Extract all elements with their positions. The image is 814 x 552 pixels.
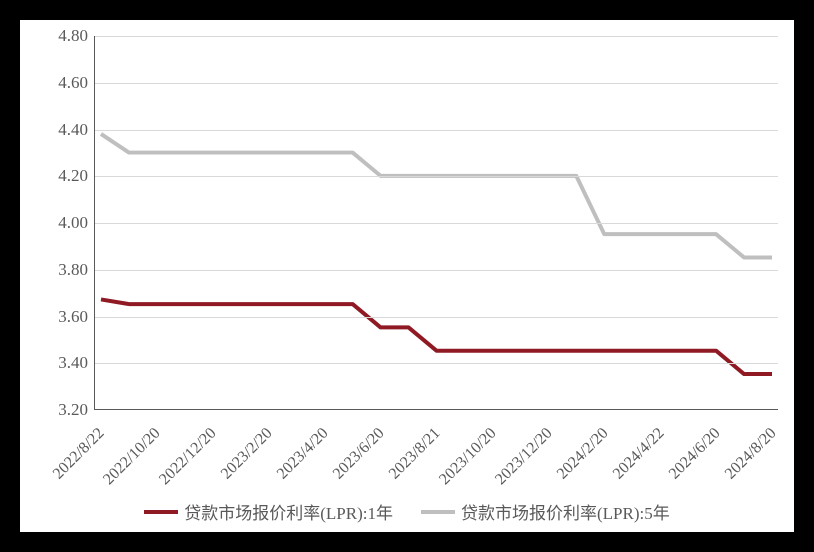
y-tick-label: 4.00 xyxy=(28,213,88,233)
legend: 贷款市场报价利率(LPR):1年 贷款市场报价利率(LPR):5年 xyxy=(20,499,794,524)
legend-swatch xyxy=(421,510,455,514)
gridline xyxy=(95,83,778,84)
y-tick-label: 4.80 xyxy=(28,26,88,46)
gridline xyxy=(95,36,778,37)
gridline xyxy=(95,223,778,224)
gridline xyxy=(95,176,778,177)
legend-swatch xyxy=(144,510,178,514)
legend-label: 贷款市场报价利率(LPR):5年 xyxy=(461,499,670,524)
series-line-lpr_5y xyxy=(101,134,772,258)
gridline xyxy=(95,317,778,318)
chart-container: 贷款市场报价利率(LPR):1年 贷款市场报价利率(LPR):5年 3.20 3.4… xyxy=(20,20,794,532)
y-tick-label: 3.40 xyxy=(28,353,88,373)
gridline xyxy=(95,363,778,364)
y-tick-label: 3.60 xyxy=(28,307,88,327)
y-tick-label: 4.60 xyxy=(28,73,88,93)
y-tick-label: 4.40 xyxy=(28,120,88,140)
plot-area xyxy=(94,36,778,410)
gridline xyxy=(95,270,778,271)
y-tick-label: 3.20 xyxy=(28,400,88,420)
legend-item-lpr_1y: 贷款市场报价利率(LPR):1年 xyxy=(144,499,393,524)
legend-label: 贷款市场报价利率(LPR):1年 xyxy=(184,499,393,524)
gridline xyxy=(95,130,778,131)
y-tick-label: 3.80 xyxy=(28,260,88,280)
y-tick-label: 4.20 xyxy=(28,166,88,186)
